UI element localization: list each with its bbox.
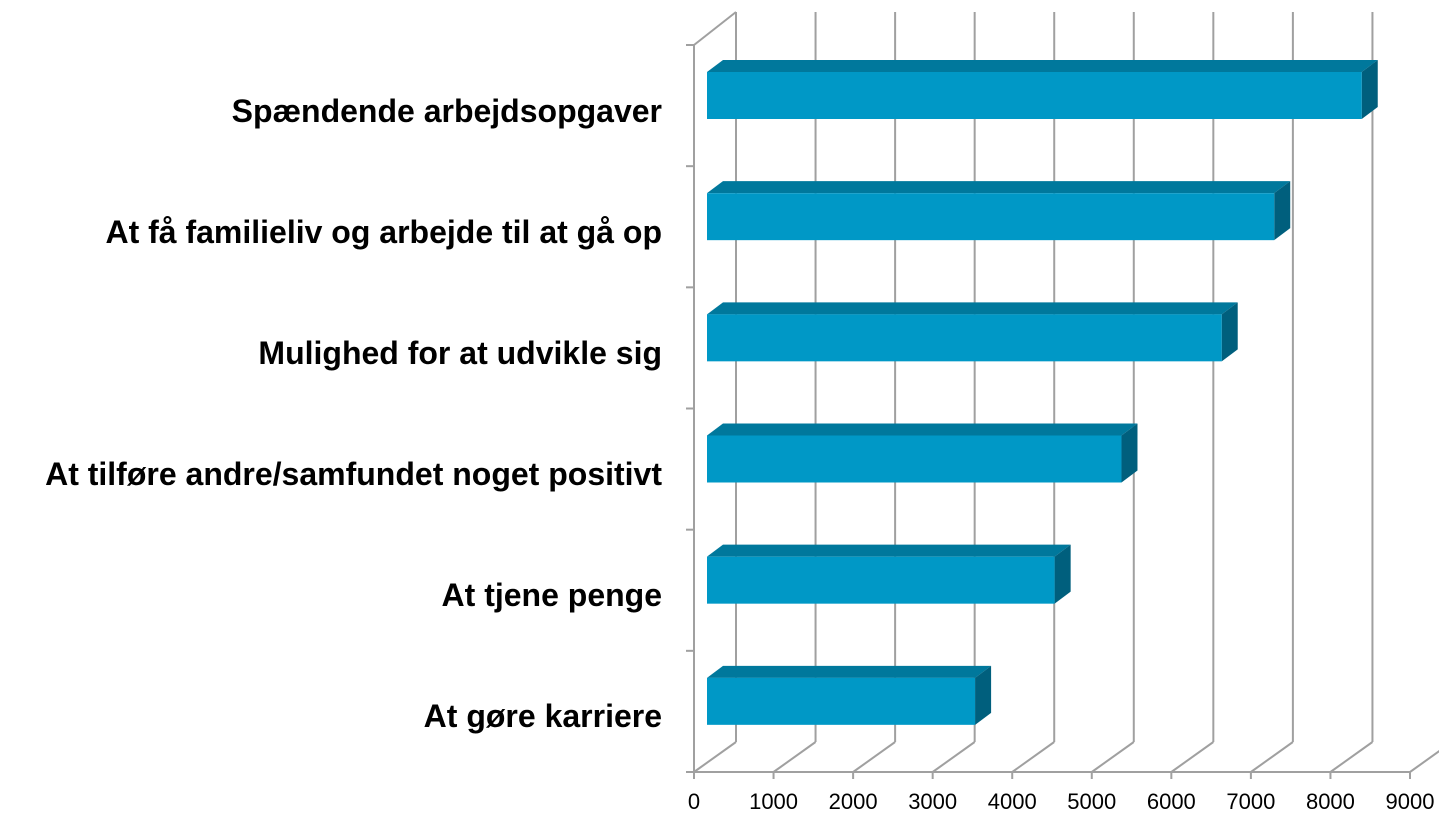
bar bbox=[707, 193, 1275, 241]
category-label: At tilføre andre/samfundet noget positiv… bbox=[45, 456, 662, 493]
bar bbox=[707, 314, 1222, 362]
bar-side bbox=[1054, 544, 1071, 604]
grid-line bbox=[852, 741, 896, 773]
bar-top bbox=[707, 544, 1071, 557]
bar bbox=[707, 556, 1055, 604]
x-tick-label: 0 bbox=[688, 789, 700, 814]
category-label: At få familieliv og arbejde til at gå op bbox=[105, 213, 662, 250]
bar-side bbox=[1361, 60, 1378, 119]
bar-side bbox=[975, 665, 992, 725]
bar-top bbox=[707, 302, 1238, 315]
category-label-box: At gøre karriere bbox=[424, 698, 662, 734]
bar-top bbox=[707, 423, 1138, 436]
category-label: Spændende arbejdsopgaver bbox=[231, 92, 662, 129]
x-tick-label: 1000 bbox=[749, 789, 798, 814]
bar-top bbox=[707, 60, 1378, 72]
bar bbox=[707, 677, 976, 725]
x-tick-label: 2000 bbox=[829, 789, 878, 814]
category-label: At tjene penge bbox=[441, 577, 662, 614]
x-tick-label: 4000 bbox=[988, 789, 1037, 814]
x-tick-label: 5000 bbox=[1067, 789, 1116, 814]
grid-line bbox=[772, 741, 817, 773]
bar-top bbox=[707, 665, 992, 678]
grid-line bbox=[932, 741, 976, 773]
category-label-box: At tjene penge bbox=[442, 577, 662, 613]
grid-line bbox=[693, 741, 737, 773]
category-label: At gøre karriere bbox=[423, 698, 662, 735]
wall-edge bbox=[693, 11, 737, 46]
bar bbox=[707, 435, 1122, 483]
category-label-box: Spændende arbejdsopgaver bbox=[232, 93, 662, 129]
category-label-box: At tilføre andre/samfundet noget positiv… bbox=[45, 456, 662, 492]
grid-line bbox=[1329, 741, 1374, 773]
bar-side bbox=[1221, 302, 1238, 362]
x-tick-label: 8000 bbox=[1306, 789, 1355, 814]
grid-line bbox=[1250, 741, 1294, 773]
grid-line bbox=[1170, 741, 1214, 773]
x-tick-label: 6000 bbox=[1147, 789, 1196, 814]
grid-line bbox=[1011, 741, 1055, 773]
grid-line bbox=[1409, 750, 1439, 773]
x-tick-label: 7000 bbox=[1226, 789, 1275, 814]
bar-top bbox=[707, 181, 1291, 194]
grid-line bbox=[1091, 741, 1135, 773]
category-label-box: At få familieliv og arbejde til at gå op bbox=[105, 214, 662, 250]
category-label-box: Mulighed for at udvikle sig bbox=[258, 335, 662, 371]
bar-side bbox=[1121, 423, 1138, 483]
category-label: Mulighed for at udvikle sig bbox=[258, 334, 662, 371]
bar bbox=[707, 72, 1362, 119]
x-tick-label: 3000 bbox=[908, 789, 957, 814]
bar-side bbox=[1274, 181, 1291, 241]
x-tick-label: 9000 bbox=[1386, 789, 1435, 814]
